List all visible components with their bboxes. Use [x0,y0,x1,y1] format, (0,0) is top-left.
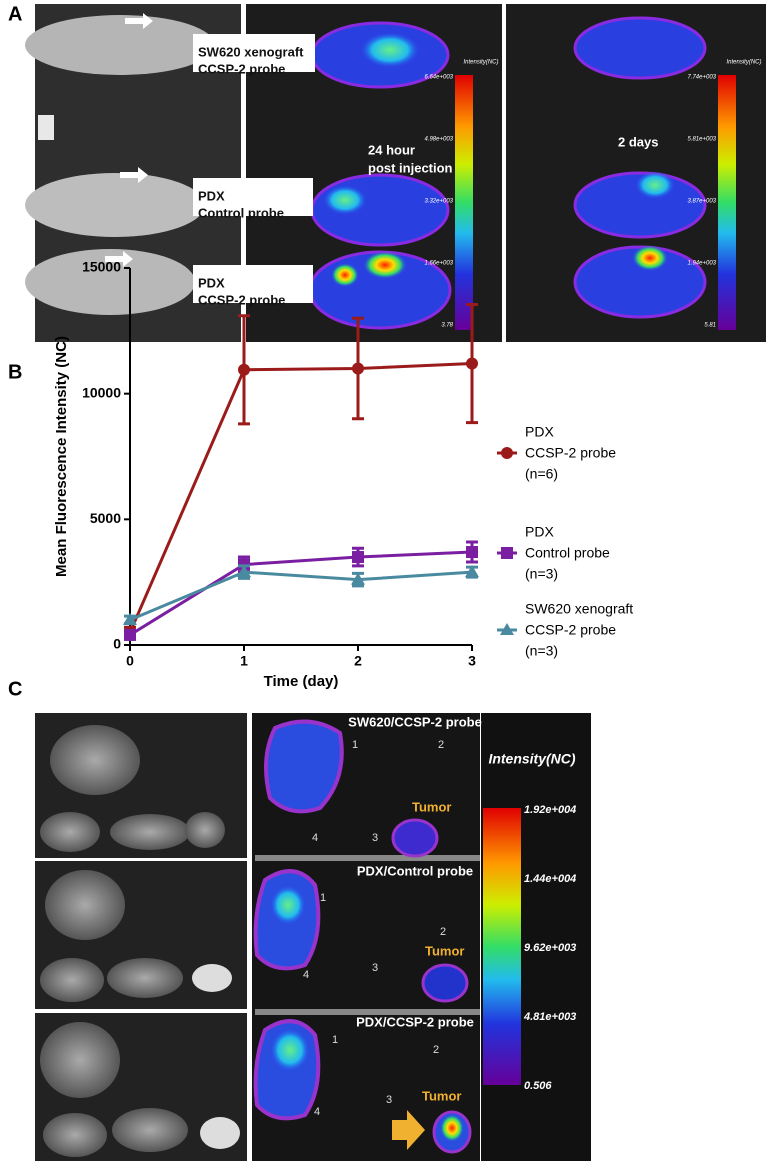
y-tick-label: 10000 [82,384,121,400]
organ-panel-title: PDX/Control probe [357,863,473,878]
colorbar-tick: 1.92e+004 [524,804,576,816]
series-line [129,570,473,622]
organ-number: 3 [372,962,378,974]
time-label: 24 hour [368,142,415,157]
y-axis-label: Mean Fluorescence Intensity (NC) [53,336,70,577]
tumor-label: Tumor [425,943,464,958]
organ-number: 4 [303,969,309,981]
marker [351,572,365,585]
legend-label: CCSP-2 probe [525,622,616,638]
x-tick-label: 2 [354,653,362,669]
colorbar-tick: 6.64e+003 [424,75,453,81]
marker [352,362,364,375]
colorbar-tick: 1.44e+004 [524,873,576,885]
colorbar-tick: 3.78 [441,323,453,329]
panel-b-chart: 0 5000 10000 15000 0 1 2 3 Time (day) Mean Fluore… [53,259,633,690]
marker [237,565,251,578]
colorbar-tick: 5.81e+003 [687,137,716,143]
marker [238,363,250,376]
marker [501,547,513,559]
legend-label: (n=6) [525,466,558,482]
organ-panel-title: SW620/CCSP-2 probe [348,714,482,729]
colorbar-tick: 5.81 [704,323,716,329]
colorbar-tick: 3.32e+003 [424,199,453,205]
marker [500,623,514,635]
marker [501,447,513,459]
colorbar-tick: 3.87e+003 [687,199,716,205]
colorbar-tick: 0.506 [524,1080,552,1092]
tumor-label: Tumor [422,1088,461,1103]
legend-label: Control probe [525,545,610,561]
organ-number: 2 [440,926,446,938]
marker [466,546,478,559]
marker [124,628,136,641]
organ-number: 4 [312,832,318,844]
probe-label: PDX [198,275,225,290]
organ-number: 2 [433,1044,439,1056]
x-axis-label: Time (day) [264,673,339,690]
organ-panel-title: PDX/CCSP-2 probe [356,1014,474,1029]
legend-label: (n=3) [525,643,558,659]
panel-label: B [8,361,22,383]
x-tick-label: 3 [468,653,476,669]
marker [123,612,137,625]
organ-number: 2 [438,739,444,751]
y-tick-label: 15000 [82,259,121,275]
probe-label: PDX [198,188,225,203]
marker [466,357,478,370]
legend-label: PDX [525,424,554,440]
legend-label: SW620 xenograft [525,601,633,617]
colorbar-title: Intensity(NC) [488,751,575,767]
organ-number: 1 [352,739,358,751]
probe-label: CCSP-2 probe [198,61,285,76]
legend-label: PDX [525,524,554,540]
legend-label: (n=3) [525,566,558,582]
colorbar-tick: 9.62e+003 [524,942,576,954]
panel-c-labels: SW620/CCSP-2 probe PDX/Control probe PDX/C… [303,714,576,1117]
marker [465,565,479,578]
panel-c-images [35,713,591,1161]
organ-number: 4 [314,1106,320,1118]
panel-a-images [25,4,766,342]
x-tick-label: 1 [240,653,248,669]
organ-number: 3 [372,832,378,844]
colorbar-tick: 1.66e+003 [424,261,453,267]
panel-label: A [8,3,22,25]
time-label: post injection [368,160,453,175]
series-line [128,362,473,634]
marker [352,551,364,564]
y-tick-label: 0 [113,636,121,652]
probe-label: SW620 xenograft [198,44,304,59]
organ-number: 3 [386,1094,392,1106]
x-tick-label: 0 [126,653,134,669]
probe-label: CCSP-2 probe [198,292,285,307]
organ-number: 1 [332,1034,338,1046]
panel-label: C [8,678,22,700]
colorbar-tick: 4.98e+003 [424,137,453,143]
y-tick-label: 5000 [90,510,121,526]
panel-a-labels: SW620 xenograft CCSP-2 probe PDX Control pr… [198,44,762,328]
colorbar-title: Intensity(NC) [726,60,761,66]
colorbar-title: Intensity(NC) [463,60,498,66]
probe-label: Control probe [198,205,284,220]
colorbar-tick: 7.74e+003 [687,75,716,81]
time-label: 2 days [618,134,658,149]
organ-number: 1 [320,892,326,904]
tumor-label: Tumor [412,799,451,814]
legend-label: CCSP-2 probe [525,445,616,461]
colorbar-tick: 4.81e+003 [523,1011,576,1023]
series-line [129,550,473,637]
colorbar-tick: 1.94e+003 [687,261,716,267]
